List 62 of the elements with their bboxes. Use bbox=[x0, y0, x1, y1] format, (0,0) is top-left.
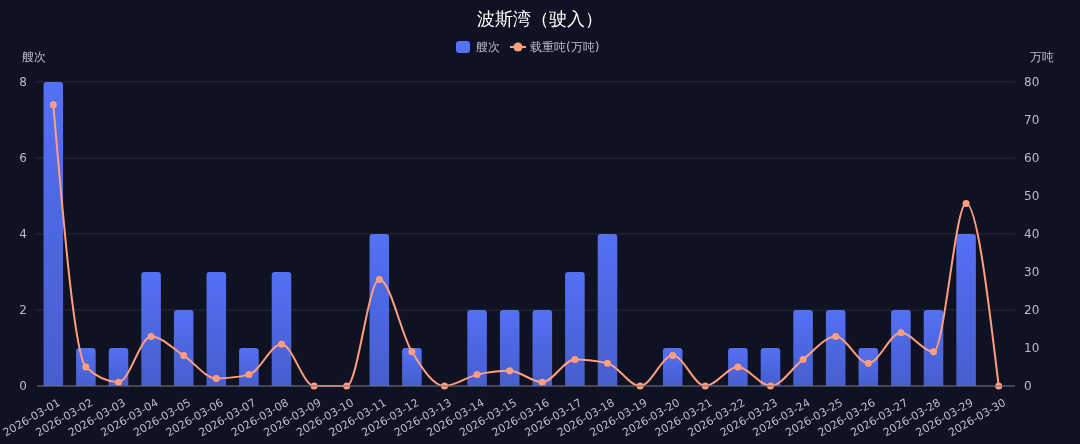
point bbox=[375, 276, 383, 284]
bar bbox=[565, 272, 585, 386]
y2-tick-label: 30 bbox=[1024, 265, 1040, 280]
y2-tick-label: 80 bbox=[1024, 75, 1040, 90]
bar bbox=[825, 310, 846, 386]
y2-tick-label: 20 bbox=[1024, 303, 1040, 318]
bar bbox=[891, 310, 911, 386]
bar bbox=[239, 348, 259, 386]
bar bbox=[956, 234, 976, 386]
y2-tick-label: 40 bbox=[1024, 227, 1040, 242]
y-tick-label: 8 bbox=[19, 75, 27, 90]
bar bbox=[532, 310, 553, 386]
point bbox=[962, 200, 970, 208]
point bbox=[147, 333, 155, 341]
bar bbox=[271, 272, 292, 386]
y-axis-title: 艘次 bbox=[22, 50, 46, 64]
bar bbox=[923, 310, 944, 386]
point bbox=[669, 352, 677, 360]
point bbox=[538, 378, 546, 386]
bar bbox=[141, 272, 161, 386]
point bbox=[604, 359, 611, 367]
legend-label: 载重吨(万吨) bbox=[530, 40, 600, 55]
point bbox=[734, 363, 742, 371]
bar bbox=[43, 82, 64, 386]
point bbox=[506, 367, 514, 375]
bar bbox=[728, 348, 748, 386]
y-tick-label: 0 bbox=[19, 379, 27, 394]
point bbox=[180, 352, 188, 360]
point bbox=[473, 371, 481, 379]
y-tick-label: 4 bbox=[19, 227, 27, 242]
bar bbox=[499, 310, 520, 386]
y2-axis-title: 万吨 bbox=[1030, 50, 1054, 64]
y-tick-label: 6 bbox=[19, 151, 27, 166]
y2-tick-label: 60 bbox=[1024, 151, 1040, 166]
point bbox=[864, 359, 872, 367]
bar bbox=[206, 272, 227, 386]
bar bbox=[597, 234, 618, 386]
y-tick-label: 2 bbox=[19, 303, 27, 318]
point bbox=[49, 101, 57, 109]
point bbox=[897, 329, 905, 337]
point bbox=[799, 355, 807, 363]
point bbox=[115, 378, 122, 386]
y2-tick-label: 50 bbox=[1024, 189, 1040, 204]
y2-tick-label: 0 bbox=[1024, 379, 1032, 394]
point bbox=[832, 333, 840, 341]
bar bbox=[467, 310, 487, 386]
point bbox=[245, 371, 253, 379]
bar bbox=[402, 348, 422, 386]
point bbox=[571, 355, 579, 363]
legend-label: 艘次 bbox=[476, 40, 500, 55]
point bbox=[408, 348, 416, 356]
point bbox=[278, 340, 285, 348]
bar bbox=[793, 310, 813, 386]
point bbox=[212, 374, 220, 382]
y2-tick-label: 10 bbox=[1024, 341, 1040, 356]
bar bbox=[173, 310, 194, 386]
bar bbox=[369, 234, 390, 386]
point bbox=[930, 348, 937, 356]
y2-tick-label: 70 bbox=[1024, 113, 1040, 128]
bar bbox=[760, 348, 781, 386]
chart-title: 波斯湾（驶入） bbox=[477, 8, 603, 29]
point bbox=[82, 363, 90, 371]
